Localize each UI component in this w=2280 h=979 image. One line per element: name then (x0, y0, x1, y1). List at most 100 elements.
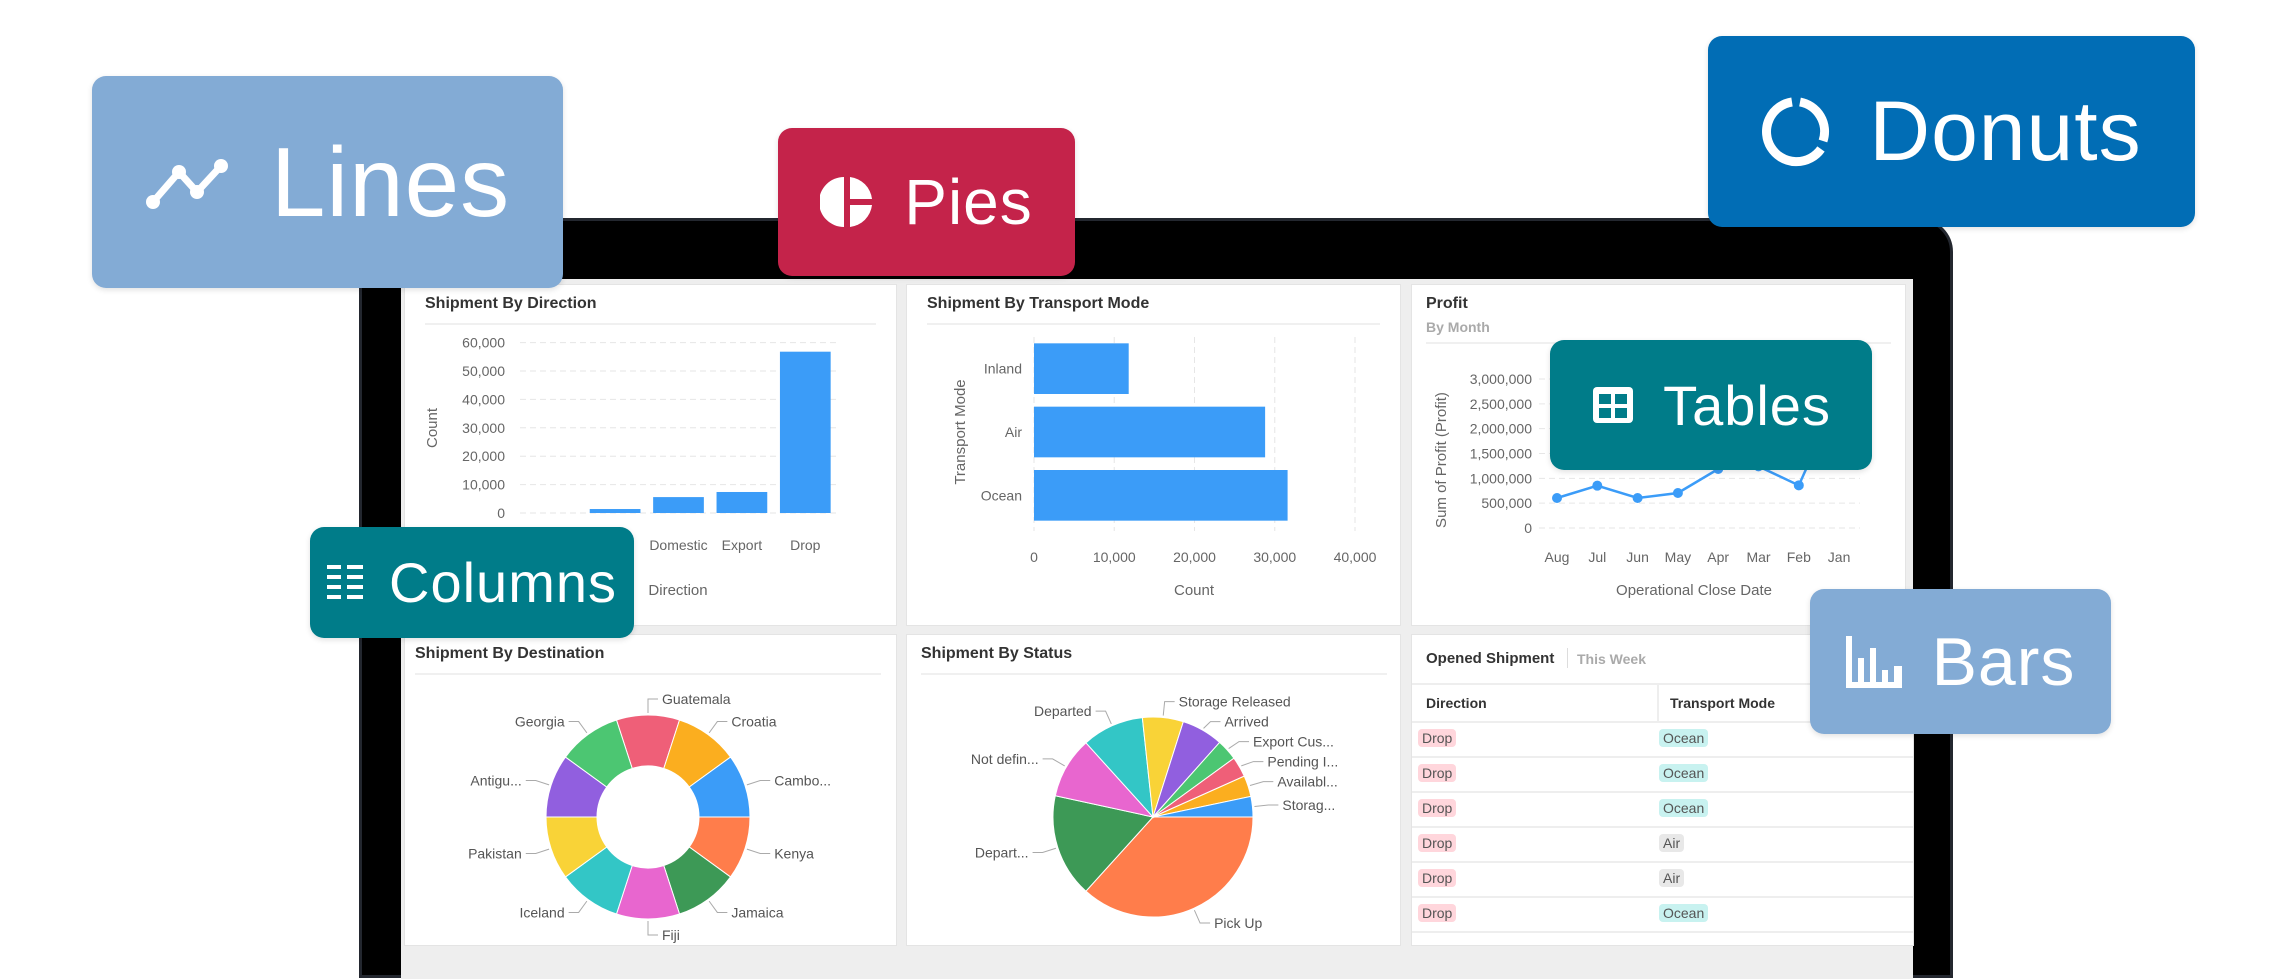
badge-label: Lines (270, 126, 511, 237)
x-tick-label: 20,000 (1173, 549, 1216, 565)
column-header-transport-mode[interactable]: Transport Mode (1670, 695, 1776, 711)
leader-line (1162, 701, 1175, 716)
panel-title: Shipment By Destination (415, 645, 605, 662)
column-header-direction[interactable]: Direction (1426, 695, 1487, 711)
leader-line (647, 698, 658, 713)
panel-title: Shipment By Direction (425, 295, 597, 312)
table-row[interactable]: Drop Air (1412, 826, 1913, 863)
x-tick-label: 0 (1030, 549, 1038, 565)
data-point[interactable] (1592, 480, 1603, 491)
slice-label: Kenya (774, 845, 814, 861)
leader-line (708, 721, 728, 734)
table-icon (1593, 387, 1634, 423)
bar (779, 351, 831, 513)
leader-line (1203, 721, 1221, 729)
x-tick-label: Jun (1626, 549, 1649, 565)
bar-chart-icon (1845, 635, 1902, 688)
x-axis-title: Count (1174, 582, 1215, 599)
direction-badge: Drop (1418, 834, 1457, 852)
bar (589, 509, 641, 513)
panel-title: Shipment By Transport Mode (927, 295, 1150, 312)
bar (1034, 406, 1266, 458)
table-row[interactable]: Drop Ocean (1412, 756, 1913, 793)
y-tick-label: 10,000 (462, 477, 505, 493)
pie-chart-icon (820, 177, 873, 227)
leader-line (1228, 741, 1250, 750)
y-tick-label: 0 (1524, 520, 1532, 536)
transport-mode-badge: Air (1659, 834, 1685, 852)
chart-canvas: 0 10,000 20,000 30,000 40,000 50,000 60,000 Dom… (424, 335, 837, 599)
slice-label: Jamaica (731, 904, 783, 920)
table-row[interactable]: Drop Ocean (1412, 791, 1913, 828)
panel-subtitle: By Month (1426, 319, 1490, 335)
title-divider (1567, 648, 1568, 668)
y-tick-label: Air (1005, 424, 1022, 440)
leader-line (1042, 758, 1065, 767)
donut-chart-icon (1762, 97, 1830, 166)
columns-icon (327, 564, 364, 599)
direction-badge: Drop (1418, 799, 1457, 817)
divider (927, 323, 1380, 325)
table-header: Direction Transport Mode (1412, 683, 1913, 723)
data-point[interactable] (1793, 480, 1804, 491)
x-tick-label: Drop (790, 537, 821, 553)
x-tick-label: May (1665, 549, 1691, 565)
slice-label: Pick Up (1214, 915, 1262, 931)
panel-title: Shipment By Status (921, 645, 1073, 662)
x-axis-title: Direction (648, 582, 707, 599)
divider (415, 673, 881, 675)
chart-canvas: 0 10,000 20,000 30,000 40,000 Inland Air Ocean C… (952, 337, 1377, 599)
table-row[interactable]: Drop Ocean (1412, 721, 1913, 758)
y-tick-label: Ocean (981, 487, 1022, 503)
data-point[interactable] (1632, 493, 1643, 504)
y-tick-label: 2,500,000 (1470, 396, 1532, 412)
panel-title: Profit (1426, 295, 1468, 312)
badge-label: Pies (904, 166, 1033, 238)
y-tick-label: 40,000 (462, 391, 505, 407)
leader-line (1254, 804, 1279, 807)
leader-line (1193, 910, 1211, 924)
x-tick-label: Export (722, 537, 763, 553)
badge-bars: Bars (1810, 589, 2111, 734)
badge-label: Bars (1931, 623, 2076, 700)
x-tick-label: 30,000 (1253, 549, 1296, 565)
y-tick-label: 20,000 (462, 448, 505, 464)
transport-mode-badge: Air (1659, 869, 1685, 887)
slice[interactable] (1152, 795, 1254, 818)
leader-line (746, 848, 771, 854)
y-tick-label: Inland (984, 361, 1022, 377)
y-axis-title: Sum of Profit (Profit) (1433, 392, 1450, 528)
y-tick-label: 50,000 (462, 363, 505, 379)
data-point[interactable] (1672, 487, 1683, 498)
x-axis-title: Operational Close Date (1616, 582, 1772, 599)
x-tick-label: Mar (1746, 549, 1770, 565)
slice-label: Export Cus... (1253, 734, 1334, 750)
x-tick-label: Feb (1787, 549, 1811, 565)
data-point[interactable] (1552, 493, 1562, 504)
direction-badge: Drop (1418, 764, 1457, 782)
slice-label: Iceland (519, 904, 564, 920)
table-row[interactable]: Drop Air (1412, 861, 1913, 898)
x-tick-label: Jul (1588, 549, 1606, 565)
slice-label: Guatemala (662, 691, 731, 707)
slice-label: Pakistan (468, 845, 522, 861)
series-line (1556, 394, 1841, 500)
slice-label: Storage Released (1179, 694, 1291, 710)
table-row[interactable]: Drop Ocean (1412, 896, 1913, 933)
slice[interactable] (564, 719, 633, 788)
badge-lines: Lines (92, 76, 563, 288)
x-tick-label: 40,000 (1334, 549, 1377, 565)
divider (921, 673, 1387, 675)
slice[interactable] (1052, 795, 1154, 892)
slice[interactable] (1085, 816, 1254, 918)
x-tick-label: 10,000 (1093, 549, 1136, 565)
slice-label: Depart... (975, 844, 1029, 860)
transport-mode-badge: Ocean (1659, 729, 1709, 747)
x-tick-label: Aug (1545, 549, 1570, 565)
slice-label: Departed (1034, 703, 1092, 719)
badge-donuts: Donuts (1708, 36, 2195, 227)
line-chart-icon (145, 159, 228, 209)
slice-label: Not defin... (971, 751, 1039, 767)
column-resize-handle[interactable] (1657, 685, 1659, 721)
